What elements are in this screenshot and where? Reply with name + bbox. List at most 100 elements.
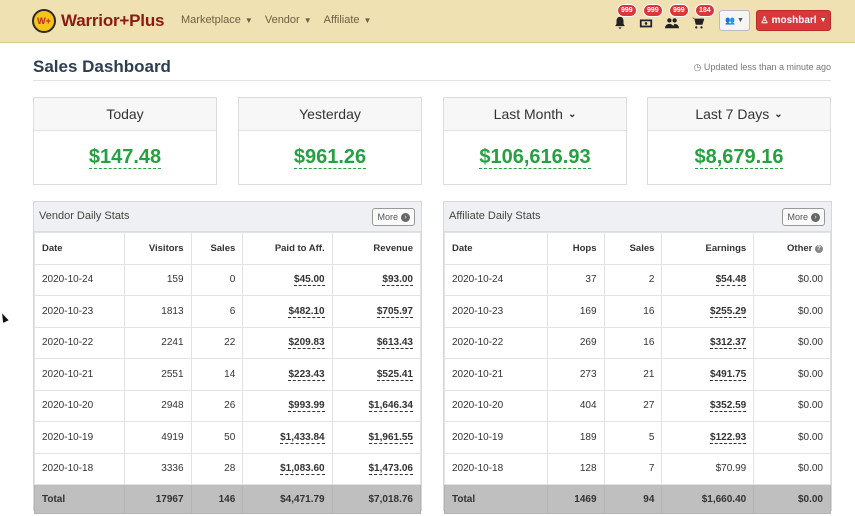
card-last-7-days-value: $8,679.16 (648, 131, 830, 185)
card-today-value: $147.48 (34, 131, 216, 185)
menu-marketplace[interactable]: Marketplace ▼ (181, 14, 253, 26)
total-cell: Total (34, 484, 125, 514)
table-cell: 21 (603, 358, 663, 391)
table-cell: 4919 (123, 421, 192, 454)
table-row: 2020-10-20 2948 26 $993.99 $1,646.34 (34, 389, 422, 422)
amount-link[interactable]: $352.59 (661, 389, 755, 422)
amount-value: $122.93 (710, 431, 747, 444)
affiliate-more-button[interactable]: More › (782, 208, 825, 226)
table-cell: 37 (546, 263, 605, 296)
col-other: Other ? (753, 232, 831, 265)
affiliate-panel-header: Affiliate Daily Stats More › (444, 202, 831, 232)
table-cell: 2020-10-20 (444, 389, 548, 422)
total-cell: Total (444, 484, 548, 514)
amount-value: $1,646.34 (368, 400, 413, 413)
amount-link[interactable]: $209.83 (242, 326, 333, 359)
amount-link[interactable]: $1,961.55 (331, 421, 422, 454)
col-sales: Sales (190, 232, 244, 265)
table-cell: 2020-10-22 (444, 326, 548, 359)
total-cell: $4,471.79 (242, 484, 333, 514)
brand-logo[interactable]: W+ Warrior+Plus (32, 9, 164, 33)
affiliates-button[interactable]: 999 (664, 4, 689, 30)
amount-link[interactable]: $223.43 (242, 358, 333, 391)
last-updated: ◷ Updated less than a minute ago (694, 62, 831, 73)
card-last-7-days-amount: $8,679.16 (694, 146, 784, 169)
table-row: 2020-10-20 404 27 $352.59 $0.00 (444, 389, 831, 422)
affiliate-header-row: Date Hops Sales Earnings Other ? (444, 232, 831, 265)
notification-icons: 999 999 999 184 (612, 4, 715, 30)
amount-link[interactable]: $491.75 (661, 358, 755, 391)
table-row: 2020-10-19 189 5 $122.93 $0.00 (444, 421, 831, 454)
card-last-month-dropdown[interactable]: Last Month ⌄ (444, 98, 626, 131)
amount-link[interactable]: $1,473.06 (331, 452, 422, 485)
table-cell: 7 (603, 452, 663, 485)
amount-value: $613.43 (376, 337, 413, 350)
card-last-month-label: Last Month (493, 106, 563, 122)
table-cell: 269 (546, 326, 605, 359)
table-cell: $0.00 (753, 295, 831, 328)
amount-link[interactable]: $613.43 (331, 326, 422, 359)
caret-down-icon: ▼ (819, 17, 827, 24)
amount-link[interactable]: $1,433.84 (242, 421, 333, 454)
amount-link[interactable]: $312.37 (661, 326, 755, 359)
card-last-7-days-dropdown[interactable]: Last 7 Days ⌄ (648, 98, 830, 131)
col-other-label: Other (787, 242, 813, 254)
col-revenue: Revenue (331, 232, 422, 265)
table-cell: 16 (603, 295, 663, 328)
vendor-total-row: Total 17967 146 $4,471.79 $7,018.76 (34, 484, 422, 514)
amount-link[interactable]: $255.29 (661, 295, 755, 328)
payments-button[interactable]: 999 (638, 4, 663, 30)
user-menu-button[interactable]: ♙ moshbarl ▼ (756, 10, 831, 31)
affiliate-total-row: Total 1469 94 $1,660.40 $0.00 (444, 484, 831, 514)
table-cell: 28 (190, 452, 244, 485)
table-cell: 26 (190, 389, 244, 422)
cart-icon (691, 17, 705, 29)
table-cell: 2 (603, 263, 663, 296)
menu-affiliate[interactable]: Affiliate ▼ (324, 14, 372, 26)
amount-value: $93.00 (382, 274, 413, 287)
help-icon[interactable]: ? (815, 244, 823, 253)
table-cell: 2020-10-24 (444, 263, 548, 296)
amount-link[interactable]: $45.00 (242, 263, 333, 296)
users-icon (665, 18, 679, 29)
caret-down-icon: ▼ (737, 17, 744, 24)
logo-icon: W+ (32, 9, 56, 33)
table-cell: 50 (190, 421, 244, 454)
cart-button[interactable]: 184 (690, 4, 715, 30)
col-date: Date (34, 232, 125, 265)
table-cell: 2020-10-22 (34, 326, 125, 359)
amount-link[interactable]: $993.99 (242, 389, 333, 422)
table-cell: 2020-10-24 (34, 263, 125, 296)
col-visitors: Visitors (123, 232, 192, 265)
table-cell: 5 (603, 421, 663, 454)
notifications-button[interactable]: 999 (612, 4, 637, 30)
team-switcher-button[interactable]: 👥 ▼ (719, 10, 750, 31)
amount-link[interactable]: $1,083.60 (242, 452, 333, 485)
notifications-count-badge: 999 (617, 4, 637, 17)
card-last-month-value: $106,616.93 (444, 131, 626, 185)
table-cell: $0.00 (753, 358, 831, 391)
card-today: Today $147.48 (33, 97, 217, 185)
vendor-more-button[interactable]: More › (372, 208, 415, 226)
amount-link[interactable]: $122.93 (661, 421, 755, 454)
table-cell: 2020-10-19 (34, 421, 125, 454)
card-yesterday: Yesterday $961.26 (238, 97, 422, 185)
chevron-down-icon: ⌄ (567, 108, 577, 120)
col-sales: Sales (603, 232, 663, 265)
amount-link[interactable]: $93.00 (331, 263, 422, 296)
menu-vendor[interactable]: Vendor ▼ (265, 14, 312, 26)
amount-link[interactable]: $54.48 (661, 263, 755, 296)
amount-link[interactable]: $482.10 (242, 295, 333, 328)
table-cell: 2020-10-23 (34, 295, 125, 328)
table-cell: 2020-10-21 (34, 358, 125, 391)
affiliates-count-badge: 999 (669, 4, 689, 17)
card-yesterday-label: Yesterday (299, 106, 361, 122)
amount-value: $482.10 (288, 305, 325, 318)
amount-link[interactable]: $525.41 (331, 358, 422, 391)
total-cell: $1,660.40 (661, 484, 755, 514)
amount-value: $1,083.60 (280, 463, 325, 476)
amount-link[interactable]: $705.97 (331, 295, 422, 328)
amount-link[interactable]: $1,646.34 (331, 389, 422, 422)
table-cell: 2020-10-21 (444, 358, 548, 391)
table-cell: $0.00 (753, 326, 831, 359)
